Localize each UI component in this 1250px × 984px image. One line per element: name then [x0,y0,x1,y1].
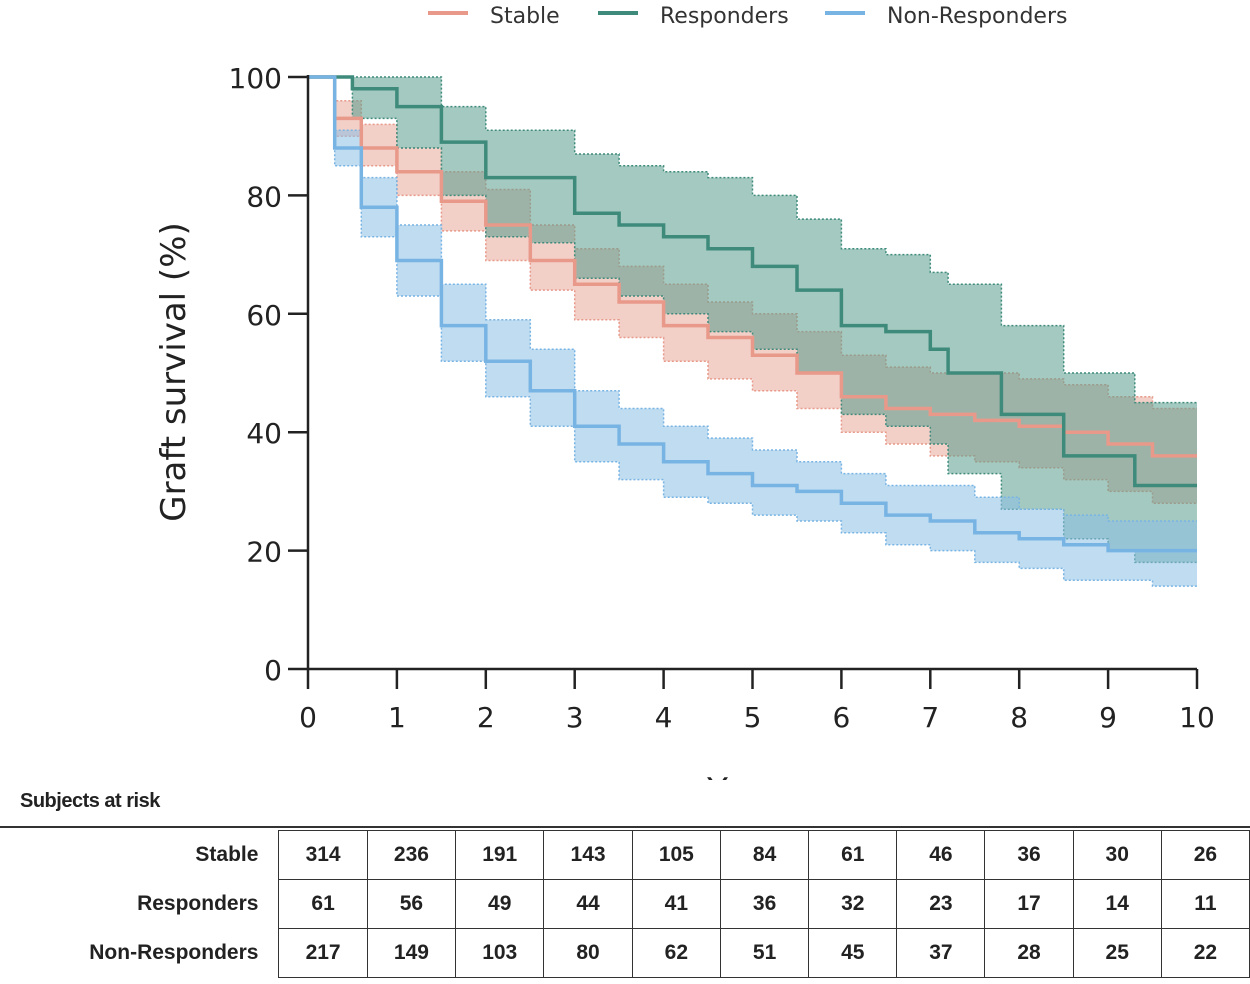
legend: Stable Responders Non-Responders [428,4,1067,29]
risk-cell: 191 [455,830,545,880]
risk-cell: 314 [278,830,368,880]
risk-cell: 23 [896,879,986,929]
risk-cell: 44 [543,879,633,929]
risk-cell: 56 [366,879,457,929]
risk-row-label: Non-Responders [89,941,259,964]
y-tick-label: 40 [246,417,282,450]
x-axis-title: Years [706,771,797,780]
risk-cell: 36 [984,830,1074,880]
survival-lines [308,75,1197,553]
risk-cell: 103 [455,928,545,978]
risk-cell: 17 [984,879,1074,929]
risk-row-label: Stable [195,843,259,866]
survival-chart: Stable Responders Non-Responders 020406080… [154,4,1215,780]
risk-table-title: Subjects at risk [20,790,160,812]
x-tick-label: 10 [1179,701,1215,734]
ci-band-responders [308,77,1197,563]
risk-cell: 105 [631,830,722,880]
ci-upper-non-responders [308,76,1197,522]
risk-table-rule [0,826,1250,828]
risk-cell: 32 [808,879,898,929]
risk-cell: 36 [720,879,810,929]
ci-lower-non-responders [308,76,1197,587]
risk-cell: 62 [631,928,722,978]
risk-row-label: Responders [137,892,259,915]
x-tick-label: 2 [477,701,495,734]
x-tick-label: 9 [1099,701,1117,734]
risk-cell: 22 [1160,928,1250,978]
risk-cell: 149 [366,928,457,978]
y-tick-label: 0 [264,654,282,687]
y-tick-label: 100 [229,62,282,95]
legend-label-non-responders: Non-Responders [887,4,1067,29]
survival-line-non-responders [308,75,1197,553]
legend-label-stable: Stable [490,4,560,29]
risk-table: Stable 314 236 191 143 105 84 61 46 36 30 26 Respond… [20,830,1250,978]
risk-cell: 11 [1160,879,1250,929]
risk-cell: 84 [720,830,810,880]
x-tick-label: 6 [832,701,850,734]
risk-row-stable: Stable 314 236 191 143 105 84 61 46 36 30 26 [20,830,1250,880]
y-tick-label: 80 [246,180,282,213]
risk-cell: 61 [278,879,368,929]
axes: 0 20 40 60 80 100 0 1 2 3 4 5 6 7 8 9 10 [229,62,1215,734]
risk-row-responders: Responders 61 56 49 44 41 36 32 23 17 14 11 [20,879,1250,929]
survival-line-stable [308,75,1197,458]
risk-cell: 217 [278,928,368,978]
y-axis-title: Graft survival (%) [154,222,194,522]
risk-cell: 80 [543,928,633,978]
risk-cell: 143 [543,830,633,880]
risk-cell: 28 [984,928,1074,978]
risk-cell: 61 [808,830,898,880]
x-tick-label: 5 [744,701,762,734]
x-tick-label: 7 [921,701,939,734]
ci-upper-responders [308,76,1197,404]
x-tick-label: 1 [388,701,406,734]
risk-cell: 25 [1072,928,1162,978]
x-tick-label: 4 [655,701,673,734]
survival-line-responders [308,75,1197,488]
risk-row-non-responders: Non-Responders 217 149 103 80 62 51 45 37 28 25 22 [20,928,1250,978]
risk-cell: 236 [366,830,457,880]
x-tick-label: 0 [299,701,317,734]
legend-label-responders: Responders [660,4,789,29]
confidence-bands [308,76,1197,587]
risk-cell: 51 [720,928,810,978]
risk-cell: 30 [1072,830,1162,880]
risk-cell: 26 [1160,830,1250,880]
x-tick-label: 8 [1010,701,1028,734]
risk-cell: 49 [455,879,545,929]
risk-cell: 46 [896,830,986,880]
y-tick-label: 60 [246,299,282,332]
risk-cell: 37 [896,928,986,978]
x-tick-label: 3 [566,701,584,734]
risk-cell: 14 [1072,879,1162,929]
y-tick-label: 20 [246,536,282,569]
risk-cell: 45 [808,928,898,978]
risk-cell: 41 [631,879,722,929]
